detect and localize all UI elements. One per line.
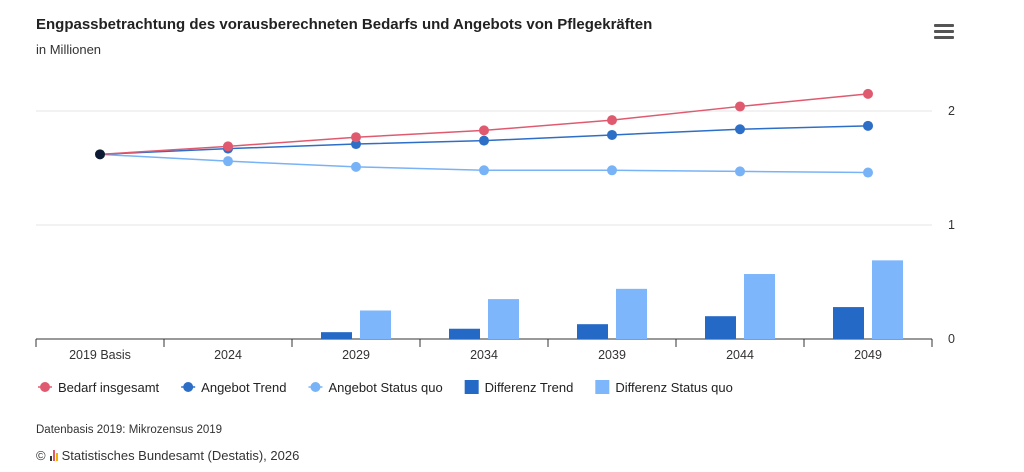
- destatis-logo-icon: [49, 450, 58, 461]
- bar-differenz-status-quo: [872, 260, 903, 339]
- x-tick-label: 2019 Basis: [69, 348, 131, 362]
- copyright-line: © Statistisches Bundesamt (Destatis), 20…: [36, 448, 299, 463]
- legend-label: Bedarf insgesamt: [58, 380, 160, 395]
- legend-label: Angebot Status quo: [328, 380, 442, 395]
- point-bedarf-insgesamt: [479, 125, 489, 136]
- point-bedarf-insgesamt: [223, 141, 233, 152]
- point-angebot-status-quo: [863, 167, 873, 178]
- legend-marker-symbol: [40, 382, 50, 392]
- y-tick-label: 2: [948, 104, 955, 118]
- point-angebot-status-quo: [479, 165, 489, 176]
- bar-differenz-status-quo: [744, 274, 775, 339]
- copyright-symbol: ©: [36, 448, 46, 463]
- legend-item-angebot-trend[interactable]: Angebot Trend: [181, 380, 286, 395]
- point-base-2019: [95, 149, 105, 160]
- point-angebot-status-quo: [735, 166, 745, 177]
- x-tick-label: 2039: [598, 348, 626, 362]
- point-angebot-trend: [863, 120, 873, 131]
- x-tick-label: 2024: [214, 348, 242, 362]
- legend-bar-symbol: [464, 380, 479, 394]
- legend-item-angebot-status-quo[interactable]: Angebot Status quo: [308, 380, 443, 395]
- legend-item-bedarf-insgesamt[interactable]: Bedarf insgesamt: [38, 380, 160, 395]
- bar-differenz-status-quo: [488, 299, 519, 339]
- point-angebot-trend: [351, 139, 361, 150]
- chart-subtitle: in Millionen: [36, 42, 102, 57]
- legend-label: Differenz Status quo: [615, 380, 733, 395]
- chart-title: Engpassbetrachtung des vorausberechneten…: [36, 16, 653, 33]
- y-tick-label: 1: [948, 218, 955, 232]
- point-bedarf-insgesamt: [863, 88, 873, 99]
- point-angebot-trend: [735, 124, 745, 135]
- bar-differenz-trend: [577, 324, 608, 339]
- x-tick-label: 2044: [726, 348, 754, 362]
- point-bedarf-insgesamt: [351, 132, 361, 143]
- point-bedarf-insgesamt: [735, 101, 745, 112]
- legend-label: Angebot Trend: [201, 380, 286, 395]
- data-source-note: Datenbasis 2019: Mikrozensus 2019: [36, 424, 223, 436]
- chart-area: 0 1 2 2019 Basis 2024 2029 2034 2039 2044 2049 Bed…: [35, 88, 955, 395]
- hamburger-menu-icon[interactable]: [934, 24, 954, 40]
- legend-marker-symbol: [310, 382, 321, 392]
- x-tick-label: 2049: [854, 348, 882, 362]
- y-tick-label: 0: [948, 332, 955, 346]
- bar-differenz-trend: [449, 328, 480, 339]
- legend-bar-symbol: [595, 380, 610, 394]
- x-tick-label: 2034: [470, 348, 498, 362]
- legend-label: Differenz Trend: [485, 380, 574, 395]
- bar-differenz-status-quo: [616, 288, 647, 339]
- bar-differenz-status-quo: [360, 310, 391, 339]
- bar-differenz-trend: [705, 316, 736, 339]
- legend-item-differenz-status-quo[interactable]: Differenz Status quo: [595, 380, 733, 395]
- point-angebot-trend: [479, 135, 489, 146]
- legend-marker-symbol: [183, 382, 194, 392]
- point-angebot-status-quo: [607, 165, 617, 176]
- bar-differenz-trend: [833, 307, 864, 339]
- x-tick-label: 2029: [342, 348, 370, 362]
- legend-item-differenz-trend[interactable]: Differenz Trend: [464, 380, 574, 395]
- copyright-text: Statistisches Bundesamt (Destatis), 2026: [61, 448, 300, 463]
- point-angebot-trend: [607, 129, 617, 140]
- bar-differenz-trend: [321, 332, 352, 339]
- point-angebot-status-quo: [223, 156, 233, 167]
- point-bedarf-insgesamt: [607, 115, 617, 126]
- point-angebot-status-quo: [351, 161, 361, 172]
